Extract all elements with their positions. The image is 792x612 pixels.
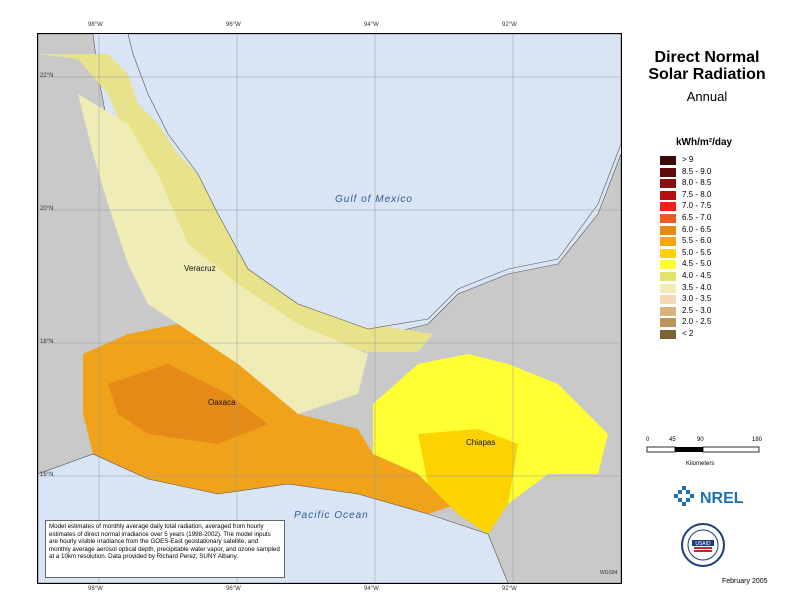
legend-swatch — [660, 202, 676, 212]
top-lon-tick-94: 94°W — [364, 22, 379, 28]
lat-tick-16: 16°N — [40, 472, 54, 478]
scale-tick-0: 0 — [646, 437, 650, 443]
scale-bar: 0 45 90 180 Kilometers — [646, 437, 786, 467]
legend-swatch — [660, 214, 676, 223]
legend-swatch — [660, 156, 676, 165]
legend-swatch — [660, 167, 676, 177]
legend-label: 7.0 - 7.5 — [682, 201, 712, 211]
scale-tick-90: 90 — [697, 437, 704, 443]
scale-tick-45: 45 — [669, 437, 676, 443]
legend-swatch — [660, 295, 676, 305]
legend-swatch — [660, 237, 676, 247]
gulf-label: Gulf of Mexico — [335, 194, 413, 205]
map-canvas — [38, 34, 621, 583]
region-chiapas-south — [418, 429, 518, 534]
region-veracruz-inland — [78, 94, 368, 414]
legend-swatch — [660, 260, 676, 270]
usaid-seal-icon: USAID — [681, 523, 725, 567]
title-line2: Solar Radiation — [648, 66, 766, 83]
legend-swatch — [660, 283, 676, 293]
lat-tick-18: 18°N — [40, 339, 54, 345]
legend-swatch — [660, 248, 676, 258]
note-box: Model estimates of monthly average daily… — [45, 520, 285, 578]
legend-label: 3.0 - 3.5 — [682, 294, 712, 304]
legend-label: < 2 — [682, 329, 694, 338]
svg-text:NREL: NREL — [700, 490, 744, 507]
legend-swatch — [660, 190, 676, 200]
bottom-lon-tick-98: 98°W — [88, 586, 103, 592]
top-lon-tick-96: 96°W — [226, 22, 241, 28]
legend-label: 6.0 - 6.5 — [682, 224, 712, 234]
gulf-of-mexico — [127, 34, 621, 330]
lat-tick-22: 22°N — [40, 73, 54, 79]
legend-label: 8.5 - 9.0 — [682, 166, 712, 176]
legend-label: 2.0 - 2.5 — [682, 317, 712, 327]
usaid-seal: USAID — [680, 522, 726, 568]
scale-units: Kilometers — [686, 461, 715, 467]
bottom-lon-tick-94: 94°W — [364, 586, 379, 592]
subtitle: Annual — [686, 89, 728, 104]
svg-text:USAID: USAID — [695, 541, 711, 547]
region-veracruz — [38, 54, 433, 352]
legend-label: 3.5 - 4.0 — [682, 282, 712, 292]
projection-label: WGS84 — [600, 570, 618, 576]
legend-label: > 9 — [682, 155, 694, 164]
legend-label: 4.5 - 5.0 — [682, 259, 712, 269]
title-line1: Direct Normal — [654, 49, 760, 66]
units-label: kWh/m²/day — [676, 137, 733, 148]
legend-label: 6.5 - 7.0 — [682, 213, 712, 222]
bottom-lon-tick-92: 92°W — [502, 586, 517, 592]
legend-label: 5.0 - 5.5 — [682, 247, 712, 257]
nrel-mark-icon: NREL — [674, 486, 744, 507]
pacific-label: Pacific Ocean — [294, 510, 369, 521]
legend-swatch — [660, 179, 676, 189]
legend-label: 5.5 - 6.0 — [682, 236, 712, 246]
legend-label: 2.5 - 3.0 — [682, 305, 712, 315]
oaxaca-label: Oaxaca — [208, 398, 236, 407]
legend-label: 4.0 - 4.5 — [682, 271, 712, 280]
chiapas-label: Chiapas — [466, 438, 496, 447]
legend-swatch — [660, 318, 676, 328]
bottom-lon-tick-96: 96°W — [226, 586, 241, 592]
lat-tick-20: 20°N — [40, 206, 54, 212]
date-label: February 2005 — [722, 578, 768, 585]
legend-label: 8.0 - 8.5 — [682, 178, 712, 188]
legend-swatch — [660, 272, 676, 281]
nrel-logo: NREL — [672, 484, 762, 510]
top-lon-tick-98: 98°W — [88, 22, 103, 28]
scale-tick-180: 180 — [752, 437, 763, 443]
map-frame: 98°W 96°W 94°W 92°W 22°N 20°N 18°N 16°N … — [37, 33, 622, 584]
legend-swatch — [660, 330, 676, 339]
legend-swatch — [660, 306, 676, 316]
legend-swatch — [660, 225, 676, 235]
legend-label: 7.5 - 8.0 — [682, 189, 712, 199]
graticule — [38, 34, 621, 583]
scale-bar-graphic — [646, 446, 760, 453]
top-lon-tick-92: 92°W — [502, 22, 517, 28]
veracruz-label: Veracruz — [184, 264, 216, 273]
region-oaxaca-core — [108, 364, 268, 444]
legend-panel: Direct Normal Solar Radiation Annual kWh… — [622, 33, 792, 582]
